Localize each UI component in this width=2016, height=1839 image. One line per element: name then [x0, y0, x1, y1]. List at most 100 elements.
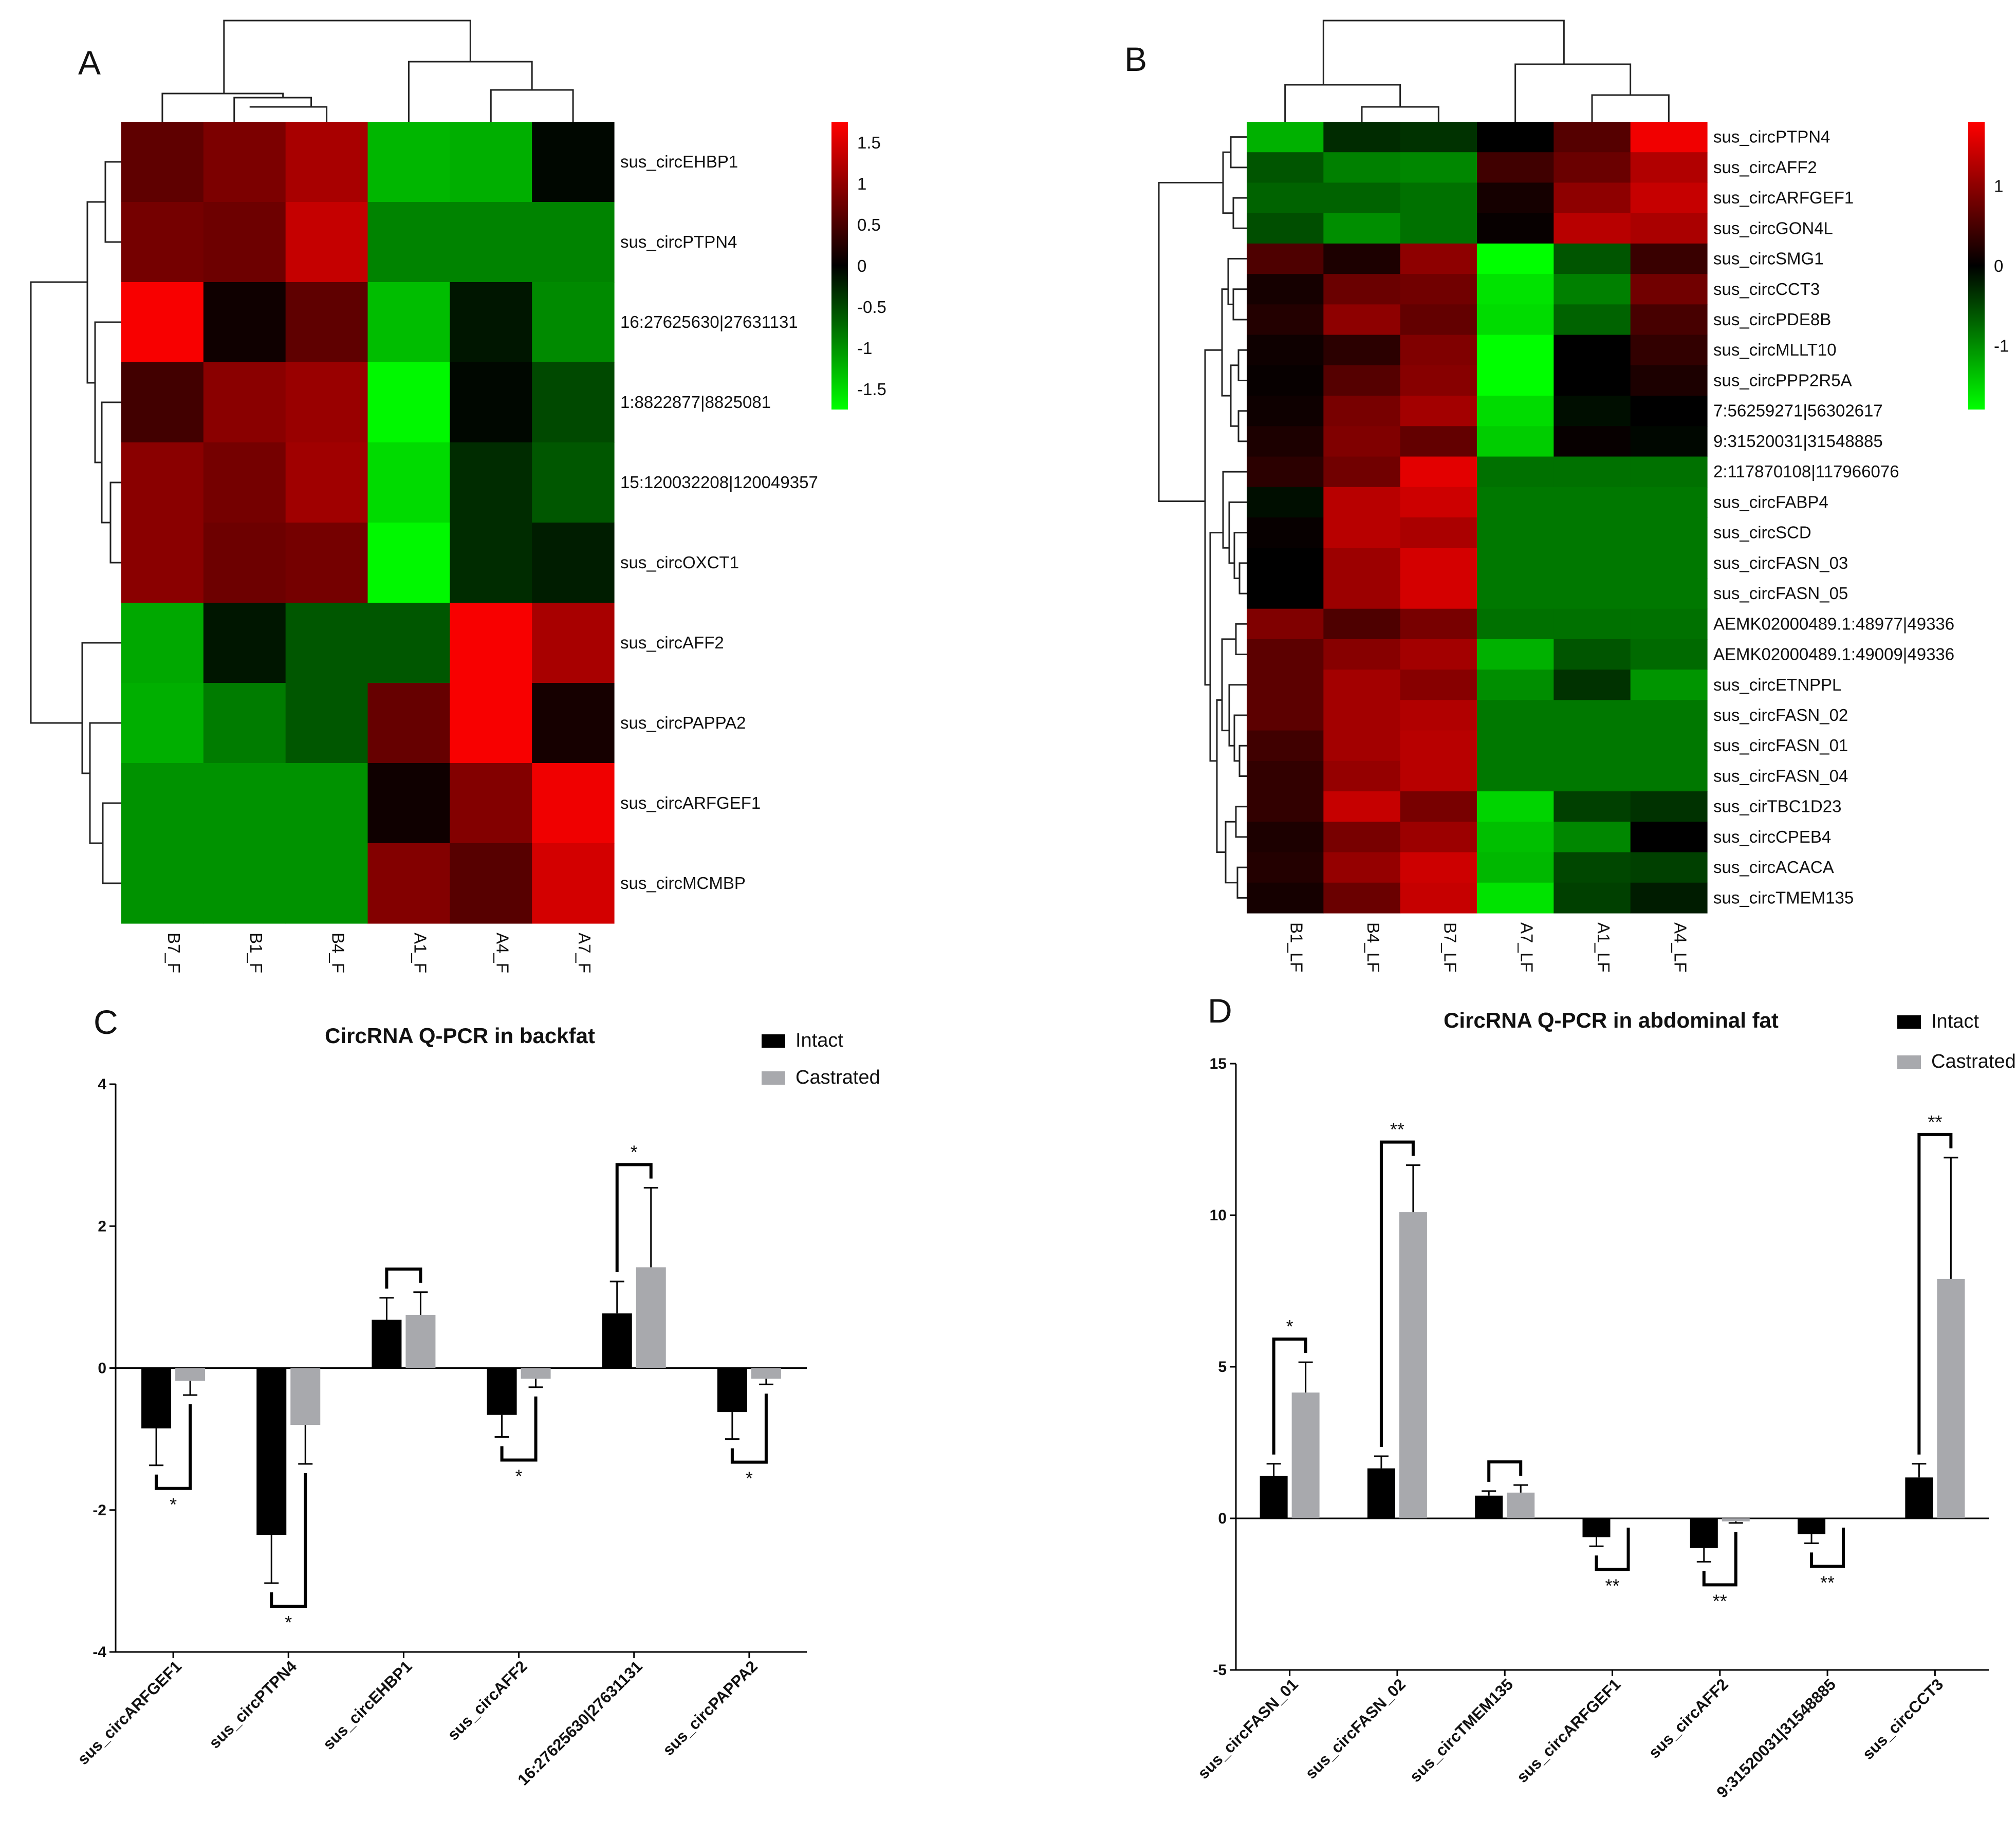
significance-bracket [730, 1394, 768, 1464]
heatmap-cell [532, 763, 615, 844]
row-dendrogram-branch [1232, 197, 1247, 229]
heatmap-cell [1247, 730, 1324, 761]
row-dendrogram-branch [104, 161, 121, 243]
heatmap-cell [367, 763, 450, 844]
heatmap-cell [450, 523, 532, 603]
column-dendrogram-branch [490, 89, 574, 122]
heatmap-cell [367, 442, 450, 523]
heatmap-cell [121, 282, 204, 363]
panel-label: B [1124, 40, 1147, 78]
row-label: sus_circOXCT1 [620, 553, 739, 572]
heatmap-cell [1323, 396, 1401, 426]
heatmap-cell [1323, 274, 1401, 305]
heatmap-cell [1247, 670, 1324, 700]
heatmap-cell [1477, 335, 1554, 366]
bar [405, 1314, 436, 1368]
row-dendrogram-branch [102, 802, 121, 884]
heatmap-cell [1477, 852, 1554, 883]
significance-bracket [1917, 1132, 1953, 1455]
heatmap-cell [1477, 487, 1554, 518]
heatmap-cell [1247, 274, 1324, 305]
heatmap-cell [1247, 213, 1324, 244]
heatmap-cell [1400, 578, 1477, 609]
column-label: B7_F [164, 933, 183, 973]
row-dendrogram-branch [1233, 714, 1247, 762]
row-label: sus_circAFF2 [620, 633, 724, 652]
heatmap-cell [1323, 639, 1401, 670]
colorbar-tick: 1.5 [857, 133, 881, 152]
heatmap-cell [203, 442, 286, 523]
row-dendrogram-branch [101, 401, 121, 524]
row-dendrogram-branch [1209, 532, 1223, 762]
heatmap-cell [1477, 700, 1554, 731]
bar [1367, 1468, 1395, 1518]
row-label: sus_circSMG1 [1713, 249, 1824, 268]
bar [521, 1368, 551, 1379]
heatmap-cell [1400, 548, 1477, 579]
heatmap-cell [1553, 335, 1631, 366]
significance-bracket [270, 1473, 307, 1608]
column-dendrogram-branch [1361, 106, 1439, 122]
y-tick-label: -2 [93, 1502, 106, 1519]
row-label: sus_circPDE8B [1713, 310, 1831, 329]
heatmap-cell [1630, 456, 1708, 488]
chart-title: CircRNA Q-PCR in backfat [325, 1024, 595, 1048]
row-label: sus_circGON4L [1713, 218, 1833, 237]
heatmap-cell [1323, 304, 1401, 336]
heatmap-cell [1553, 487, 1631, 518]
column-label: A7_F [575, 933, 594, 973]
bar [717, 1368, 747, 1413]
bar [1582, 1518, 1611, 1537]
x-tick-label: sus_circEHBP1 [320, 1657, 416, 1753]
column-label: B4_LF [1364, 922, 1383, 972]
legend-swatch [1897, 1015, 1921, 1029]
bar-chart-panel-c: C CircRNA Q-PCR in backfat Intact Castrated… [74, 1003, 880, 1789]
row-dendrogram-branch [1238, 745, 1247, 777]
legend-swatch [762, 1071, 785, 1085]
heatmap-cell [532, 603, 615, 683]
heatmap-cell [1630, 608, 1708, 640]
x-tick-label: sus_circPAPPA2 [659, 1657, 761, 1759]
heatmap-cell [1400, 760, 1477, 792]
significance-marker: ** [1605, 1575, 1619, 1596]
heatmap-cell [367, 683, 450, 764]
significance-bracket [615, 1163, 653, 1272]
heatmap-cell [1247, 122, 1324, 153]
heatmap-cell [1477, 396, 1554, 426]
row-label: sus_circFASN_03 [1713, 553, 1848, 572]
row-label: sus_circMLLT10 [1713, 340, 1837, 359]
heatmap-cell [1477, 274, 1554, 305]
x-tick-label: sus_circARFGEF1 [74, 1657, 185, 1768]
heatmap-cell [1553, 365, 1631, 396]
row-dendrogram-branch [1238, 562, 1247, 595]
row-label: sus_circMCMBP [620, 874, 746, 893]
legend-swatch [762, 1034, 785, 1048]
column-label: B1_LF [1287, 922, 1306, 972]
heatmap-cell [285, 843, 368, 924]
heatmap-cell [1477, 243, 1554, 274]
heatmap-cell [532, 122, 615, 202]
row-label: sus_circFASN_04 [1713, 766, 1848, 785]
heatmap-cell [1400, 213, 1477, 244]
significance-marker: * [631, 1142, 638, 1163]
heatmap-cell [1323, 456, 1401, 488]
heatmap-cell [1323, 365, 1401, 396]
bar [141, 1368, 172, 1428]
row-dendrogram-branch [1204, 349, 1222, 686]
x-tick-label: 9:31520031|31548885 [1713, 1675, 1839, 1801]
row-label: sus_circFASN_05 [1713, 584, 1848, 603]
significance-marker: * [170, 1494, 177, 1515]
x-tick-label: sus_circAFF2 [1645, 1675, 1732, 1762]
bar [372, 1320, 402, 1368]
row-label: sus_circCPEB4 [1713, 827, 1831, 846]
heatmap-cell [203, 843, 286, 924]
bar [1722, 1518, 1750, 1521]
bar [751, 1368, 781, 1379]
row-dendrogram-branch [86, 201, 105, 384]
heatmap-cell [1323, 487, 1401, 518]
row-dendrogram-branch [1222, 471, 1247, 549]
significance-bracket [1487, 1460, 1523, 1482]
heatmap-cell [1400, 791, 1477, 822]
heatmap-cell [450, 603, 532, 683]
